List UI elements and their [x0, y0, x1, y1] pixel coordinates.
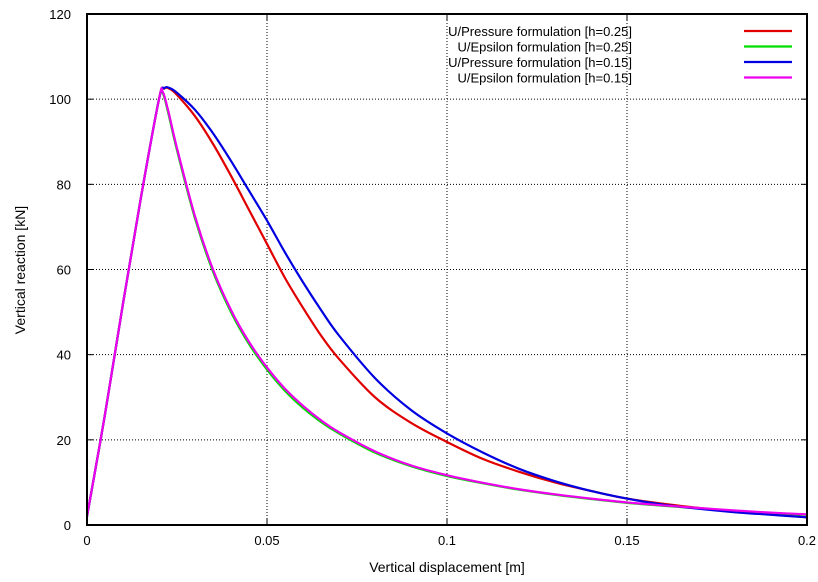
- x-tick-label: 0.05: [254, 533, 279, 548]
- x-tick-label: 0.2: [798, 533, 816, 548]
- legend-item-3: U/Pressure formulation [h=0.15]: [448, 55, 792, 70]
- legend-item-4: U/Epsilon formulation [h=0.15]: [457, 71, 792, 86]
- series-line-4: [85, 86, 808, 517]
- legend: U/Pressure formulation [h=0.25]U/Epsilon…: [448, 24, 792, 86]
- legend-label: U/Epsilon formulation [h=0.25]: [457, 40, 632, 55]
- legend-label: U/Pressure formulation [h=0.15]: [448, 55, 632, 70]
- x-tick-label: 0.15: [614, 533, 639, 548]
- series-lines: [85, 85, 808, 519]
- legend-item-1: U/Pressure formulation [h=0.25]: [448, 24, 792, 39]
- y-tick-label: 0: [64, 518, 71, 533]
- x-tick-label: 0: [83, 533, 90, 548]
- x-axis-title: Vertical displacement [m]: [369, 559, 525, 575]
- y-tick-label: 40: [57, 348, 71, 363]
- legend-label: U/Pressure formulation [h=0.25]: [448, 24, 632, 39]
- y-tick-label: 80: [57, 177, 71, 192]
- x-tick-label: 0.1: [438, 533, 456, 548]
- y-tick-label: 120: [49, 7, 71, 22]
- y-tick-label: 20: [57, 433, 71, 448]
- y-axis-title: Vertical reaction [kN]: [12, 206, 28, 334]
- grid: [87, 14, 807, 525]
- axis-ticks: 0 0.05 0.1 0.15 0.2 0 20 40 60 80 100 120: [49, 7, 816, 548]
- y-tick-label: 100: [49, 92, 71, 107]
- legend-item-2: U/Epsilon formulation [h=0.25]: [457, 40, 792, 55]
- legend-label: U/Epsilon formulation [h=0.15]: [457, 71, 632, 86]
- y-tick-label: 60: [57, 263, 71, 278]
